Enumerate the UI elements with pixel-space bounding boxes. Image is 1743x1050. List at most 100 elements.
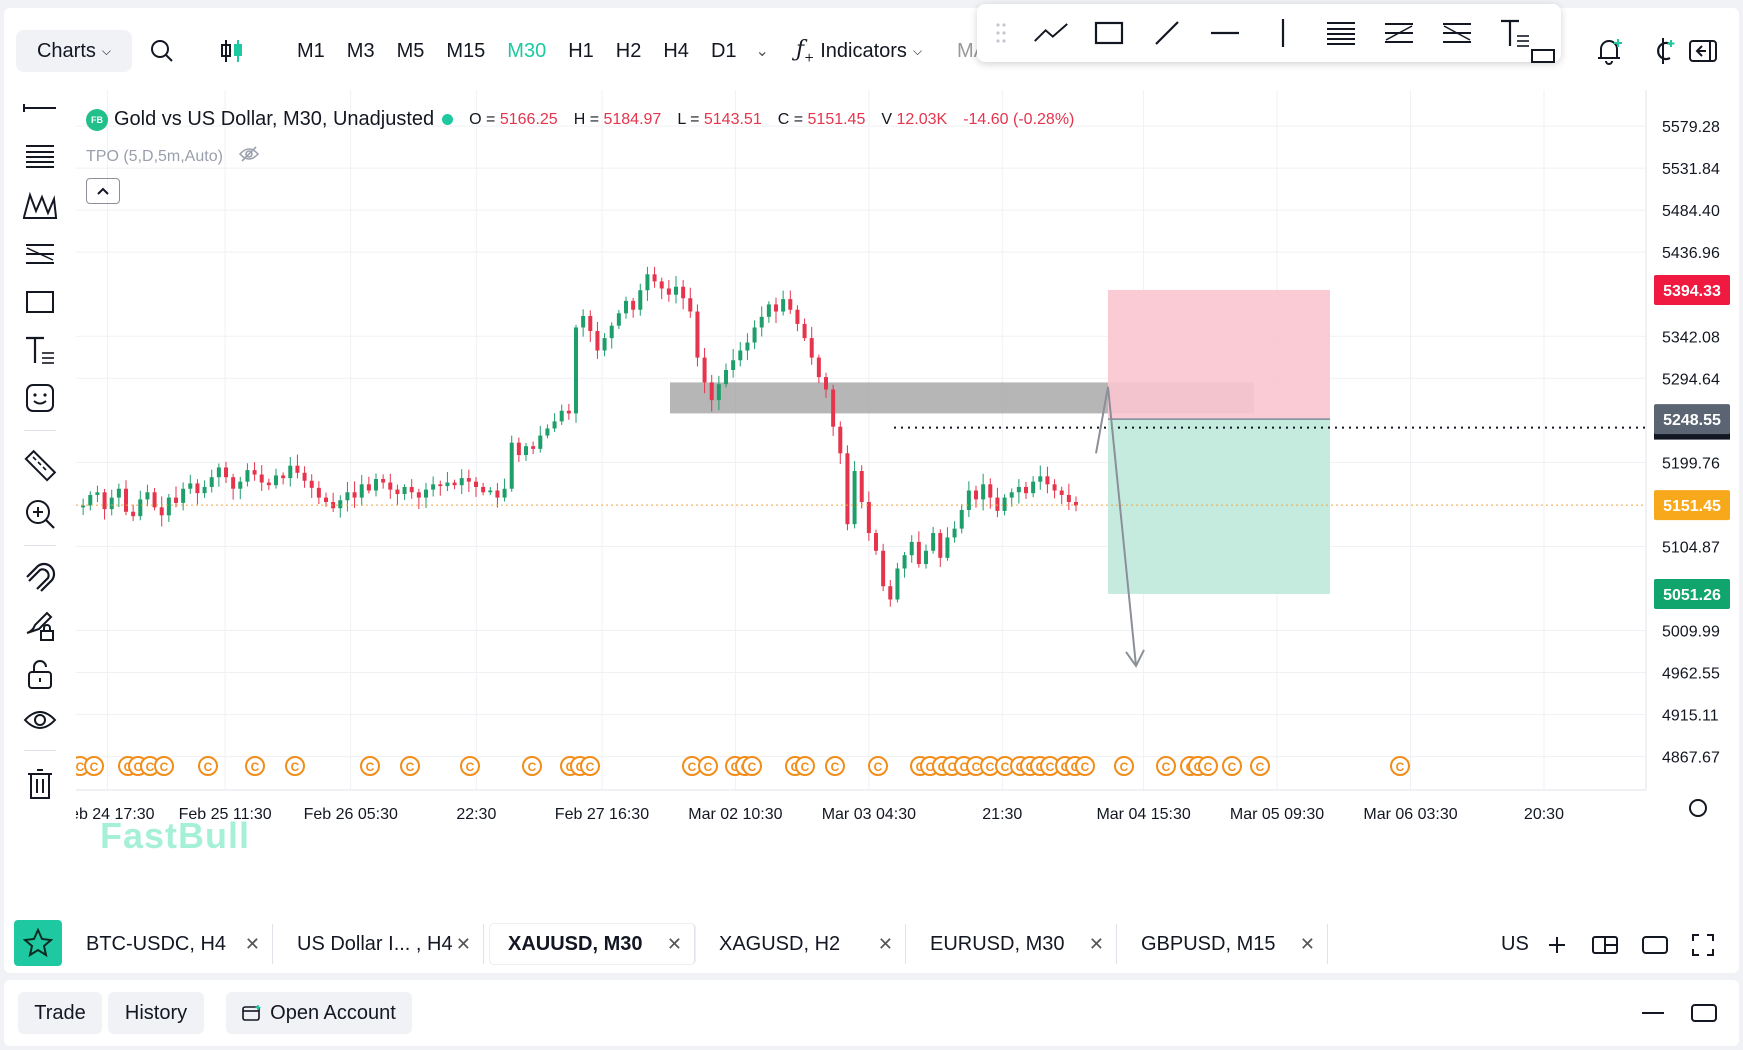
calendar-event-marker[interactable] bbox=[698, 756, 718, 776]
magnet-icon[interactable] bbox=[22, 560, 58, 596]
close-tab-icon[interactable]: ✕ bbox=[666, 933, 682, 954]
alert-bell-icon[interactable] bbox=[1592, 34, 1626, 68]
trend-line-tool-icon[interactable] bbox=[1149, 15, 1185, 51]
stop-loss-zone[interactable] bbox=[1108, 289, 1330, 420]
close-tab-icon[interactable]: ✕ bbox=[1299, 933, 1315, 954]
calendar-event-marker[interactable] bbox=[360, 756, 380, 776]
timeframe-m1[interactable]: M1 bbox=[297, 39, 325, 62]
horizontal-line-tool-icon[interactable] bbox=[1207, 15, 1243, 51]
candle-body bbox=[538, 435, 543, 449]
chart-area[interactable]: 5579.28 5531.84 5484.40 5436.96 5342.08 5294.… bbox=[76, 90, 1739, 880]
symbol-tab[interactable]: XAGUSD, H2 ✕ bbox=[701, 924, 906, 964]
annotation-text-icon[interactable] bbox=[22, 332, 58, 368]
eye-hidden-icon[interactable] bbox=[238, 146, 259, 167]
fullscreen-icon[interactable] bbox=[1688, 930, 1718, 960]
candle-body bbox=[474, 481, 478, 487]
trade-button[interactable]: Trade bbox=[18, 992, 102, 1034]
symbol-tab[interactable]: GBPUSD, M15 ✕ bbox=[1123, 924, 1328, 964]
single-layout-icon[interactable] bbox=[1640, 930, 1670, 960]
calendar-event-marker[interactable] bbox=[154, 756, 174, 776]
parallel-channel-icon[interactable] bbox=[1323, 15, 1359, 51]
projection-arrow[interactable] bbox=[1095, 386, 1137, 667]
rectangle-tool-icon[interactable] bbox=[1091, 15, 1127, 51]
close-tab-icon[interactable]: ✕ bbox=[1088, 933, 1104, 954]
ruler-measure-icon[interactable] bbox=[22, 448, 58, 484]
timeframe-m3[interactable]: M3 bbox=[346, 39, 375, 62]
timeframe-m15[interactable]: M15 bbox=[446, 39, 486, 62]
timeframe-h1[interactable]: H1 bbox=[568, 39, 594, 62]
calendar-event-marker[interactable] bbox=[825, 756, 845, 776]
calendar-event-marker[interactable] bbox=[580, 756, 600, 776]
open-account-button[interactable]: Open Account bbox=[226, 992, 412, 1034]
add-tab-icon[interactable] bbox=[1542, 930, 1572, 960]
eye-visibility-icon[interactable] bbox=[22, 702, 58, 738]
tpo-label[interactable]: TPO (5,D,5m,Auto) bbox=[86, 147, 223, 165]
favorites-star-button[interactable] bbox=[14, 920, 62, 966]
calendar-event-marker[interactable] bbox=[285, 756, 305, 776]
calendar-event-marker[interactable] bbox=[522, 756, 542, 776]
close-tab-icon[interactable]: ✕ bbox=[877, 933, 893, 954]
cursor-crosshair-icon[interactable] bbox=[22, 90, 58, 126]
polyline-tool-icon[interactable] bbox=[1033, 15, 1069, 51]
trash-icon[interactable] bbox=[22, 766, 58, 802]
indicators-button[interactable]: ƒ+ Indicators ⌵ bbox=[796, 30, 922, 72]
calendar-event-marker[interactable] bbox=[1222, 756, 1242, 776]
calendar-event-marker[interactable] bbox=[400, 756, 420, 776]
calendar-event-marker[interactable] bbox=[84, 756, 104, 776]
emoji-sticker-icon[interactable] bbox=[22, 380, 58, 416]
trade-currency-icon[interactable] bbox=[1648, 34, 1682, 68]
take-profit-zone[interactable] bbox=[1108, 419, 1330, 594]
tab-overflow-us[interactable]: US bbox=[1501, 932, 1529, 955]
fib-tools-icon[interactable] bbox=[22, 138, 58, 174]
calendar-event-marker[interactable] bbox=[245, 756, 265, 776]
brush-lock-icon[interactable] bbox=[22, 608, 58, 644]
timeframe-more-chevron-icon[interactable]: ⌄ bbox=[755, 43, 769, 60]
calendar-event-marker[interactable] bbox=[460, 756, 480, 776]
candle-type-icon[interactable] bbox=[218, 37, 246, 65]
screenshot-icon[interactable] bbox=[1526, 34, 1560, 68]
layout-grid-icon[interactable] bbox=[1590, 930, 1620, 960]
gann-fan-icon[interactable] bbox=[1439, 15, 1475, 51]
timeframe-m30[interactable]: M30 bbox=[507, 39, 547, 62]
price-chart[interactable]: 5579.28 5531.84 5484.40 5436.96 5342.08 5294.… bbox=[76, 90, 1739, 880]
axis-settings-gear-icon[interactable] bbox=[1689, 799, 1707, 817]
timeframe-m5[interactable]: M5 bbox=[396, 39, 425, 62]
lock-drawings-icon[interactable] bbox=[22, 656, 58, 692]
calendar-event-marker[interactable] bbox=[1390, 756, 1410, 776]
symbol-tab[interactable]: XAUUSD, M30 ✕ bbox=[490, 924, 695, 964]
calendar-event-marker[interactable] bbox=[1198, 756, 1218, 776]
calendar-event-marker[interactable] bbox=[198, 756, 218, 776]
minimize-icon[interactable] bbox=[1640, 1002, 1666, 1029]
calendar-event-marker[interactable] bbox=[1156, 756, 1176, 776]
symbol-tab[interactable]: US Dollar I... , H4 ✕ bbox=[279, 924, 484, 964]
calendar-event-marker[interactable] bbox=[1075, 756, 1095, 776]
symbol-tab[interactable]: BTC-USDC, H4 ✕ bbox=[68, 924, 273, 964]
vertical-line-tool-icon[interactable] bbox=[1265, 15, 1301, 51]
calendar-event-marker[interactable] bbox=[868, 756, 888, 776]
text-tool-icon[interactable] bbox=[1497, 15, 1533, 51]
calendar-event-marker[interactable] bbox=[1114, 756, 1134, 776]
timeframe-d1[interactable]: D1 bbox=[710, 39, 737, 62]
fib-retracement-icon[interactable] bbox=[1381, 15, 1417, 51]
drag-handle-icon[interactable] bbox=[991, 15, 1011, 51]
charts-menu-button[interactable]: Charts ⌵ bbox=[16, 30, 132, 72]
close-tab-icon[interactable]: ✕ bbox=[455, 933, 471, 954]
collapse-panel-icon[interactable] bbox=[1686, 34, 1720, 68]
timeframe-h4[interactable]: H4 bbox=[663, 39, 689, 62]
history-button[interactable]: History bbox=[108, 992, 204, 1034]
symbol-title[interactable]: Gold vs US Dollar, M30, Unadjusted bbox=[114, 108, 435, 130]
close-tab-icon[interactable]: ✕ bbox=[244, 933, 260, 954]
calendar-event-marker[interactable] bbox=[1250, 756, 1270, 776]
calendar-event-marker[interactable] bbox=[795, 756, 815, 776]
shape-tool-icon[interactable] bbox=[22, 284, 58, 320]
symbol-tab[interactable]: EURUSD, M30 ✕ bbox=[912, 924, 1117, 964]
forecast-tool-icon[interactable] bbox=[22, 236, 58, 272]
collapse-legend-button[interactable] bbox=[86, 178, 120, 204]
maximize-icon[interactable] bbox=[1690, 1002, 1718, 1029]
patterns-tool-icon[interactable] bbox=[22, 188, 58, 224]
search-icon[interactable] bbox=[148, 37, 176, 65]
timeframe-h2[interactable]: H2 bbox=[615, 39, 642, 62]
zoom-in-icon[interactable] bbox=[22, 496, 58, 532]
candle-body bbox=[909, 541, 914, 556]
calendar-event-marker[interactable] bbox=[742, 756, 762, 776]
